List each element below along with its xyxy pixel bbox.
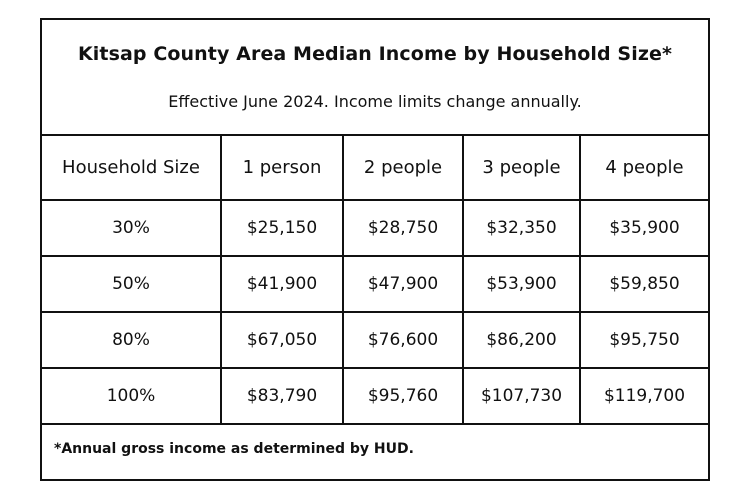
page-subtitle: Effective June 2024. Income limits chang… [168,92,582,111]
table-cell: $95,760 [343,368,464,425]
header-row: Household Size 1 person 2 people 3 peopl… [42,136,708,201]
column-header: 3 people [463,136,581,201]
column-header: 4 people [580,136,708,201]
table-cell: 30% [42,200,222,257]
page-title: Kitsap County Area Median Income by Hous… [77,43,673,65]
table-row: 30% $25,150 $28,750 $32,350 $35,900 [42,200,708,257]
table-cell: $119,700 [580,368,708,425]
table-cell: $59,850 [580,256,708,313]
table-cell: $28,750 [343,200,464,257]
table-cell: 100% [42,368,222,425]
table-row: 50% $41,900 $47,900 $53,900 $59,850 [42,256,708,313]
table-row: 100% $83,790 $95,760 $107,730 $119,700 [42,368,708,425]
table-cell: $32,350 [463,200,581,257]
table-cell: $76,600 [343,312,464,369]
table-cell: 50% [42,256,222,313]
table-cell: $35,900 [580,200,708,257]
table-cell: $53,900 [463,256,581,313]
table-cell: $41,900 [221,256,344,313]
table-cell: $47,900 [343,256,464,313]
column-header: Household Size [42,136,222,201]
table-cell: $83,790 [221,368,344,425]
income-table: Household Size 1 person 2 people 3 peopl… [42,136,708,425]
table-header-section: Kitsap County Area Median Income by Hous… [42,20,708,136]
table-cell: $67,050 [221,312,344,369]
table-cell: $95,750 [580,312,708,369]
income-table-card: Kitsap County Area Median Income by Hous… [40,18,710,481]
table-cell: $86,200 [463,312,581,369]
table-row: 80% $67,050 $76,600 $86,200 $95,750 [42,312,708,369]
footnote: *Annual gross income as determined by HU… [54,441,414,457]
column-header: 2 people [343,136,464,201]
table-cell: 80% [42,312,222,369]
table-cell: $107,730 [463,368,581,425]
column-header: 1 person [221,136,344,201]
table-cell: $25,150 [221,200,344,257]
